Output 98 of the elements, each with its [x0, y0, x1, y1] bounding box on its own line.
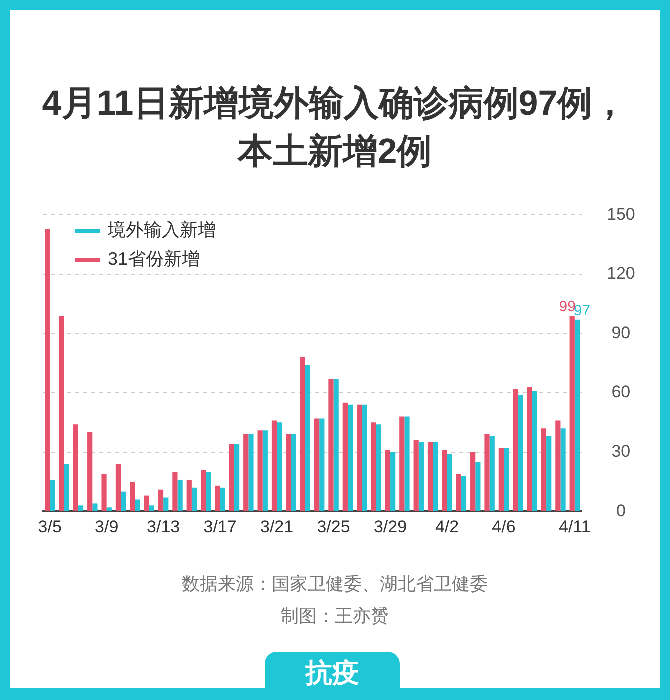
bar: [470, 452, 476, 512]
x-tick-label: 3/5: [38, 517, 62, 536]
bar: [484, 434, 490, 512]
bar: [300, 357, 306, 512]
bar: [456, 474, 462, 512]
y-tick-label: 30: [612, 442, 631, 462]
text: 制图：王亦赟: [280, 605, 390, 628]
bar: [102, 474, 107, 512]
bar: [229, 444, 234, 512]
bar: [248, 434, 254, 512]
bar: [201, 470, 206, 512]
bar: [234, 444, 240, 512]
bar: [164, 498, 169, 512]
bar: [305, 365, 311, 512]
bar: [532, 391, 538, 512]
bar: [92, 504, 98, 512]
x-tick-label: 3/21: [260, 517, 294, 536]
x-tick-label: 3/17: [204, 517, 237, 536]
bar: [135, 500, 140, 512]
bar: [442, 450, 448, 512]
bar: [400, 416, 405, 512]
bar: [518, 395, 524, 512]
x-tick-label: 4/6: [492, 517, 516, 536]
bar: [513, 389, 518, 512]
bar: [414, 440, 419, 512]
bar: [447, 454, 452, 512]
bar: [527, 387, 532, 512]
bar: [178, 480, 183, 512]
bar: [385, 450, 391, 512]
bar: [390, 452, 396, 512]
bar: [192, 488, 198, 512]
bar: [172, 472, 178, 512]
bar: [376, 424, 382, 512]
bar: [262, 430, 268, 512]
bar: [498, 448, 504, 512]
bar: [556, 420, 561, 512]
bar: [342, 402, 348, 512]
bar: [244, 434, 249, 512]
bar: [574, 320, 580, 512]
bar: [116, 464, 122, 512]
bar: [362, 404, 368, 512]
bar: [433, 442, 438, 512]
bar: [78, 506, 84, 512]
source-note: 数据来源：国家卫健委、湖北省卫健委: [181, 573, 489, 596]
y-tick-label: 90: [612, 323, 631, 342]
bar: [560, 428, 566, 512]
bar: [64, 464, 70, 512]
bar: [404, 416, 410, 512]
data-label: 99: [559, 298, 576, 316]
bar: [121, 492, 126, 512]
x-tick-label: 3/25: [317, 517, 350, 536]
bar: [541, 428, 547, 512]
bar: [490, 436, 495, 512]
bar: [277, 422, 282, 512]
bar: [130, 482, 136, 512]
bar: [88, 432, 93, 512]
legend-label: 境外输入新增: [107, 220, 216, 240]
bar: [461, 476, 467, 512]
bar: [504, 448, 510, 512]
bar: [286, 434, 292, 512]
bar: [314, 418, 320, 512]
bar: [220, 488, 226, 512]
bar: [158, 490, 164, 512]
bar: [215, 486, 220, 512]
bar: [73, 424, 78, 512]
bar: [50, 480, 56, 512]
bar: [428, 442, 434, 512]
x-tick-label: 3/9: [95, 517, 119, 536]
chart-title: 4月11日新增境外输入确诊病例97例，本土新增2例: [41, 83, 629, 173]
bar: [320, 418, 325, 512]
bar: [59, 316, 64, 512]
bar: [334, 379, 339, 512]
bar: [144, 496, 150, 512]
x-tick-label: 4/2: [435, 517, 460, 536]
x-tick-label: 4/11: [558, 517, 591, 536]
bar: [149, 506, 154, 512]
bar: [371, 422, 376, 512]
legend-label: 31省份新增: [108, 249, 200, 270]
bar: [348, 404, 354, 512]
bar: [291, 434, 296, 512]
x-tick-label: 3/29: [374, 517, 408, 536]
bar: [44, 229, 50, 512]
y-tick-label: 150: [606, 204, 636, 224]
bar: [272, 420, 278, 512]
x-tick-label: 3/13: [147, 517, 180, 536]
bar: [546, 436, 552, 512]
y-tick-label: 120: [606, 264, 636, 284]
y-tick-label: 0: [616, 501, 626, 520]
bar: [328, 379, 334, 512]
bar: [418, 442, 424, 512]
bar: [186, 480, 192, 512]
bar: [570, 316, 575, 512]
bar: [258, 430, 263, 512]
bar: [476, 462, 481, 512]
bar: [106, 508, 112, 512]
y-tick-label: 60: [612, 382, 631, 402]
bar: [357, 404, 362, 512]
bar: [206, 472, 212, 512]
